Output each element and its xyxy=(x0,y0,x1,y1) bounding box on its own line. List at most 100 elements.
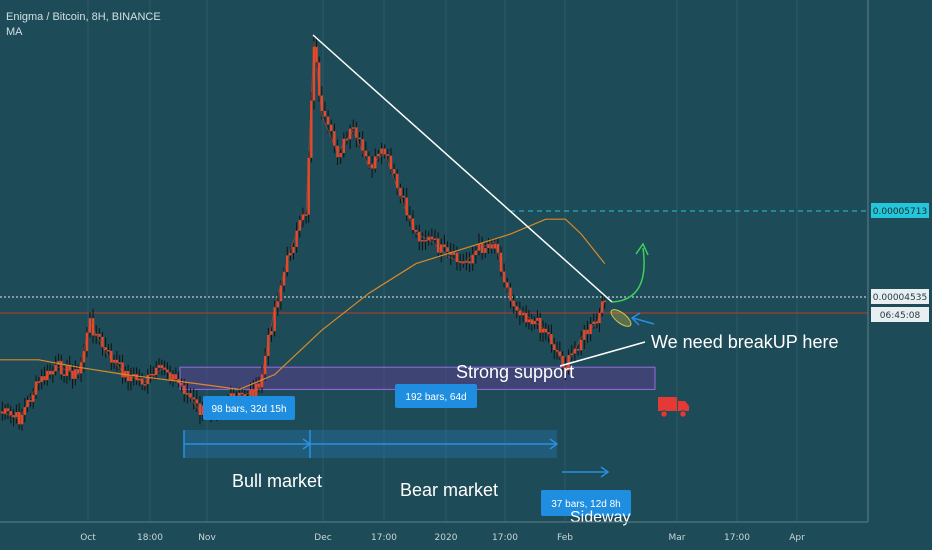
candle-body xyxy=(257,383,261,388)
annotation-text: We need breakUP here xyxy=(651,332,838,352)
x-tick-label: 17:00 xyxy=(492,533,518,543)
candle-body xyxy=(104,347,107,351)
candle-body xyxy=(157,365,161,368)
candle-body xyxy=(315,46,318,63)
candle-body xyxy=(521,313,525,316)
candle-body xyxy=(598,312,601,324)
ma-line xyxy=(0,218,606,391)
candle-body xyxy=(243,394,247,398)
candle-body xyxy=(76,369,80,374)
candle-body xyxy=(304,214,308,216)
candle-body xyxy=(323,110,327,117)
candle-body xyxy=(240,392,244,395)
candle-body xyxy=(538,317,542,333)
candle-body xyxy=(440,244,443,253)
candle-body xyxy=(279,285,283,302)
candle-body xyxy=(12,415,15,417)
candle-body xyxy=(592,321,595,325)
candle-body xyxy=(40,376,43,382)
breakout-ellipse xyxy=(610,309,632,327)
candle-body xyxy=(499,252,503,272)
candle-body xyxy=(443,244,446,248)
candle-body xyxy=(386,154,390,156)
candle-body xyxy=(85,332,89,352)
candle-body xyxy=(198,403,202,416)
candle-body xyxy=(129,376,133,382)
candle-body xyxy=(480,243,484,253)
x-tick-label: Nov xyxy=(198,533,216,543)
x-axis: Oct 18:00 Nov Dec 17:00 2020 17:00 Feb Mar 17:00 A… xyxy=(0,521,868,543)
candle-body xyxy=(163,368,166,370)
candle-body xyxy=(402,195,405,198)
truck-wheel xyxy=(679,410,687,418)
candle-body xyxy=(91,318,95,336)
candle-body xyxy=(396,173,399,188)
candle-body xyxy=(20,414,24,425)
green-arrow-head xyxy=(635,242,649,256)
candle-body xyxy=(530,319,533,325)
indicator-label: MA xyxy=(6,26,23,38)
candle-body xyxy=(23,407,27,415)
price-tag-text: 06:45:08 xyxy=(880,311,921,321)
x-tick-label: 17:00 xyxy=(724,533,750,543)
candle-body xyxy=(135,374,138,381)
candle-body xyxy=(143,384,147,386)
candle-body xyxy=(232,393,235,397)
annotation-text: Bear market xyxy=(400,480,498,500)
truck-icon xyxy=(658,397,689,418)
candle-body xyxy=(421,239,424,242)
candle-body xyxy=(110,350,113,363)
candle-body xyxy=(154,367,158,375)
candle-body xyxy=(490,244,493,249)
trendline-support xyxy=(559,341,646,367)
x-tick-label: Oct xyxy=(80,533,96,543)
candle-body xyxy=(326,116,330,125)
candle-body xyxy=(333,131,336,146)
x-tick-label: 2020 xyxy=(435,533,458,543)
candle-body xyxy=(506,282,509,288)
candle-body xyxy=(430,236,434,240)
candle-body xyxy=(436,238,440,253)
price-tag-box xyxy=(871,289,929,304)
candle-body xyxy=(427,236,430,241)
candle-body xyxy=(550,333,553,345)
candle-body xyxy=(536,317,539,321)
candle-body xyxy=(408,215,412,219)
candle-body xyxy=(140,378,144,385)
candle-body xyxy=(573,348,577,354)
price-tag-text: 0.00005713 xyxy=(873,207,927,217)
candle-body xyxy=(509,287,512,301)
candle-body xyxy=(82,351,86,363)
candle-body xyxy=(370,164,374,169)
candle-body xyxy=(88,318,92,333)
candle-body xyxy=(547,332,550,334)
candle-body xyxy=(558,351,562,356)
measure-label-box xyxy=(395,384,477,408)
candle-body xyxy=(348,128,352,140)
annotation-text: Bull market xyxy=(232,471,322,491)
candle-body xyxy=(339,152,342,158)
candle-body xyxy=(149,373,152,376)
candle-body xyxy=(320,95,323,111)
candle-body xyxy=(446,247,449,252)
candle-body xyxy=(101,336,104,348)
candle-body xyxy=(32,394,35,402)
measure-label-text: 37 bars, 12d 8h xyxy=(551,499,621,510)
candle-body xyxy=(352,127,355,129)
candle-body xyxy=(579,339,583,351)
sideway-range-head xyxy=(600,466,610,478)
price-tag-box xyxy=(871,307,929,322)
candle-body xyxy=(71,370,74,379)
candle-body xyxy=(455,252,459,263)
truck-cargo xyxy=(658,397,677,411)
price-tag-box xyxy=(871,203,929,218)
candle-body xyxy=(152,373,155,376)
candle-body xyxy=(169,372,172,380)
candle-body xyxy=(474,250,478,256)
x-tick-label: Mar xyxy=(669,533,686,543)
candle-body xyxy=(189,393,192,398)
candle-body xyxy=(54,364,57,372)
candle-body xyxy=(307,157,310,215)
